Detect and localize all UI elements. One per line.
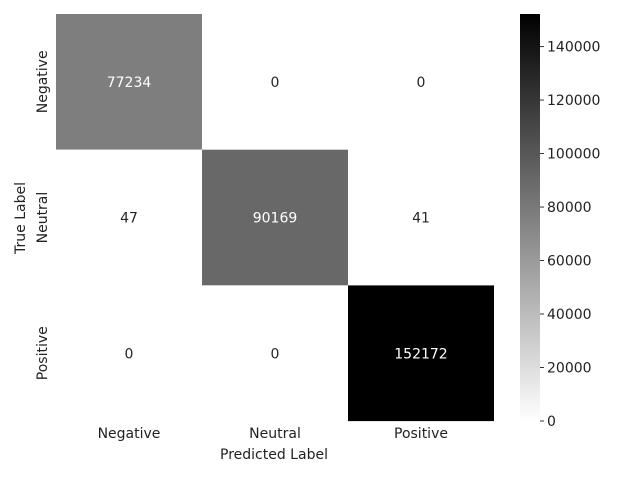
x-tick-neutral: Neutral: [249, 426, 301, 442]
cell-positive-positive: [348, 285, 494, 422]
y-axis-label: True Label: [13, 182, 29, 255]
cell-negative-negative: [56, 14, 202, 150]
colorbar-tick-label: 140000: [547, 40, 600, 56]
colorbar-tick-label: 60000: [547, 254, 592, 270]
cell-value-neutral-negative: 47: [120, 211, 138, 227]
colorbar-tick-label: 80000: [547, 200, 592, 216]
colorbar-ticks: 0 20000 40000 60000 80000 100000 120000 140000: [540, 40, 600, 430]
y-tick-labels: Negative Neutral Positive: [35, 50, 51, 380]
cell-value-labels: 77234 0 0 47 90169 41 0 0 152172: [107, 75, 448, 362]
cell-value-neutral-neutral: 90169: [253, 211, 298, 227]
colorbar-tick-label: 20000: [547, 361, 592, 377]
cell-negative-neutral: [202, 14, 348, 150]
cell-neutral-negative: [56, 149, 202, 286]
cell-value-positive-neutral: 0: [271, 346, 280, 362]
x-tick-labels: Negative Neutral Positive: [98, 426, 448, 442]
cell-neutral-positive: [348, 149, 494, 286]
y-tick-positive: Positive: [35, 326, 51, 380]
cell-neutral-neutral: [202, 149, 348, 286]
cell-value-positive-positive: 152172: [394, 346, 447, 362]
cell-positive-negative: [56, 285, 202, 422]
colorbar-tick-label: 100000: [547, 147, 600, 163]
y-tick-neutral: Neutral: [35, 192, 51, 244]
colorbar-tick-label: 120000: [547, 93, 600, 109]
y-tick-negative: Negative: [35, 50, 51, 113]
cell-negative-positive: [348, 14, 494, 150]
cell-value-negative-negative: 77234: [107, 75, 152, 91]
x-tick-positive: Positive: [394, 426, 448, 442]
cell-positive-neutral: [202, 285, 348, 422]
cell-value-negative-neutral: 0: [271, 75, 280, 91]
colorbar: [520, 14, 540, 421]
x-axis-label: Predicted Label: [220, 447, 328, 463]
cell-value-positive-negative: 0: [125, 346, 134, 362]
heatmap-cells: [56, 14, 494, 422]
cell-value-neutral-positive: 41: [412, 211, 430, 227]
colorbar-tick-label: 40000: [547, 307, 592, 323]
cell-value-negative-positive: 0: [417, 75, 426, 91]
colorbar-tick-label: 0: [547, 414, 556, 430]
x-tick-negative: Negative: [98, 426, 161, 442]
